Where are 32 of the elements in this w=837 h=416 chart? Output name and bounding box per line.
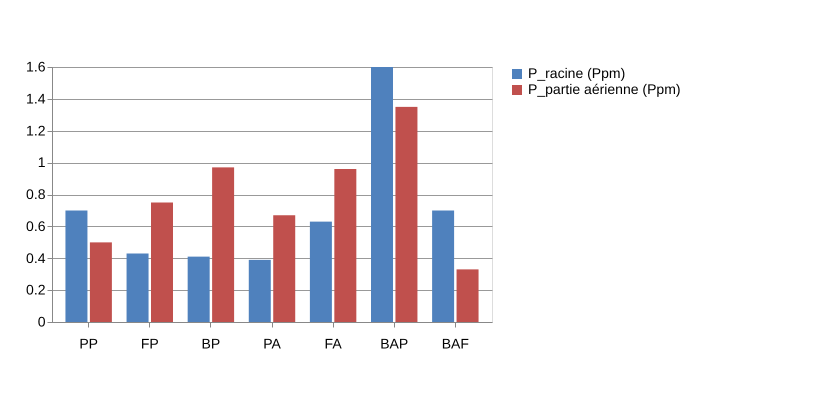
x-tick-label: PA bbox=[263, 336, 282, 352]
x-tick-label: BP bbox=[202, 336, 220, 352]
y-tick-label: 1.2 bbox=[26, 122, 46, 138]
y-tick-label: 0.8 bbox=[26, 186, 46, 202]
x-tick-label: BAP bbox=[380, 336, 408, 352]
bar bbox=[371, 67, 393, 322]
bar bbox=[151, 202, 173, 322]
bar bbox=[334, 169, 356, 322]
bar bbox=[395, 106, 418, 322]
legend-label: P_racine (Ppm) bbox=[528, 65, 626, 81]
bar bbox=[456, 269, 479, 322]
bar bbox=[248, 260, 271, 322]
y-tick-label: 0 bbox=[38, 314, 46, 330]
y-tick-label: 1.4 bbox=[26, 90, 46, 106]
x-tick-label: PP bbox=[79, 336, 98, 352]
bar bbox=[212, 167, 234, 322]
bar bbox=[188, 256, 210, 322]
x-tick-label: FA bbox=[324, 336, 342, 352]
bar bbox=[65, 210, 88, 322]
bar bbox=[432, 210, 454, 322]
legend-label: P_partie aérienne (Ppm) bbox=[528, 81, 681, 97]
bar bbox=[273, 215, 296, 322]
y-tick-label: 0.2 bbox=[26, 282, 46, 298]
x-tick-label: BAF bbox=[442, 336, 469, 352]
x-tick-label: FP bbox=[140, 336, 159, 352]
y-tick-label: 1 bbox=[38, 154, 46, 170]
bar bbox=[90, 242, 112, 322]
bar bbox=[126, 253, 149, 322]
bar bbox=[310, 222, 332, 322]
y-tick-label: 1.6 bbox=[26, 58, 46, 74]
y-tick-label: 0.4 bbox=[26, 250, 46, 266]
y-tick-label: 0.6 bbox=[26, 218, 46, 234]
